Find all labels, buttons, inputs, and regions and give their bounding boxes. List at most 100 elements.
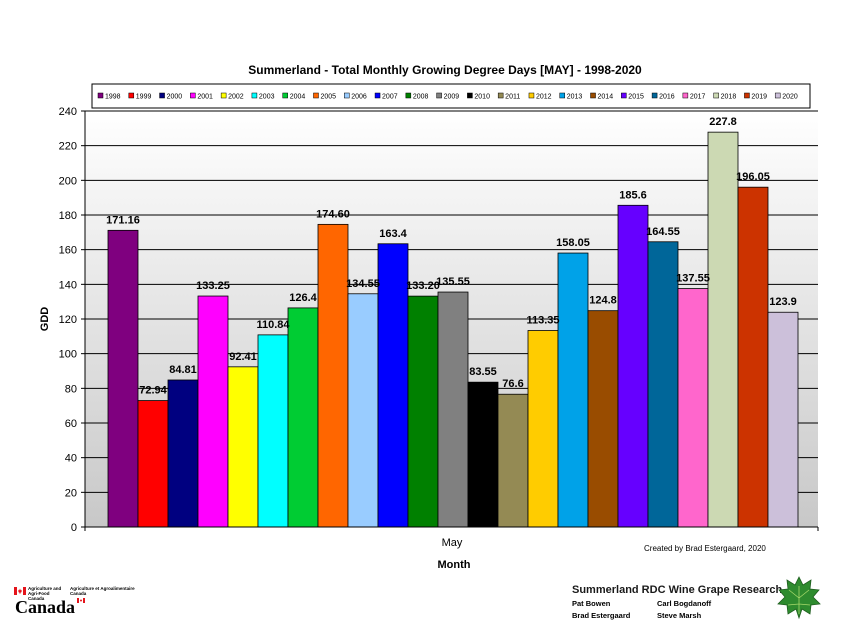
canada-wordmark: Canada bbox=[15, 597, 76, 617]
legend-entry: 2002 bbox=[228, 94, 244, 101]
data-label-2019: 196.05 bbox=[736, 171, 770, 183]
data-label-2011: 76.6 bbox=[502, 378, 523, 390]
data-label-2001: 133.25 bbox=[196, 280, 230, 292]
legend-entry: 2005 bbox=[320, 94, 336, 101]
data-label-2008: 133.20 bbox=[406, 280, 440, 292]
legend-swatch bbox=[344, 92, 350, 99]
y-tick-label: 180 bbox=[59, 210, 77, 222]
legend-entry: 2006 bbox=[351, 94, 367, 101]
legend-swatch bbox=[159, 92, 165, 99]
y-tick-label: 120 bbox=[59, 314, 77, 326]
legend-swatch bbox=[744, 92, 750, 99]
credit-text: Created by Brad Estergaard, 2020 bbox=[644, 544, 766, 553]
y-tick-labels: 0 20 40 60 80 100 120 140 160 180 200 220 240 bbox=[59, 106, 77, 534]
legend-swatch bbox=[651, 92, 658, 99]
bar-2005 bbox=[317, 223, 349, 528]
data-label-2004: 126.4 bbox=[289, 292, 317, 304]
bar-2002 bbox=[227, 366, 259, 528]
axes bbox=[84, 111, 819, 531]
legend-swatch bbox=[405, 92, 412, 99]
legend-swatch bbox=[128, 92, 135, 99]
aafc-french-name: Agriculture et Agroalimentaire Canada bbox=[70, 586, 135, 596]
legend-entry: 2016 bbox=[659, 94, 675, 101]
legend-entry: 2015 bbox=[628, 94, 644, 101]
data-label-2012: 113.35 bbox=[526, 315, 559, 327]
y-tick-label: 240 bbox=[59, 106, 77, 118]
bar-2000 bbox=[167, 379, 199, 528]
grape-leaf-icon bbox=[777, 576, 821, 620]
org-title: Summerland RDC Wine Grape Research bbox=[572, 584, 783, 596]
y-tick-label: 220 bbox=[59, 141, 77, 153]
bar-2014 bbox=[587, 310, 619, 528]
aafc-logo: Agriculture and Agri-Food Canada Agricul… bbox=[14, 585, 154, 625]
legend-entry: 2008 bbox=[413, 94, 429, 101]
legend-entry: 2018 bbox=[721, 94, 737, 101]
data-label-2000: 84.81 bbox=[169, 364, 197, 376]
researcher-name: Steve Marsh bbox=[657, 611, 702, 620]
aafc-english-name: Agriculture and Agri-Food Canada bbox=[28, 586, 62, 601]
canada-wordmark-flag-icon bbox=[77, 598, 85, 603]
bar-2003 bbox=[257, 334, 289, 528]
bar-2012 bbox=[527, 330, 559, 528]
legend-entry: 2011 bbox=[505, 94, 520, 101]
bar-2001 bbox=[197, 295, 229, 528]
bar-2011 bbox=[497, 393, 529, 528]
data-label-2009: 135.55 bbox=[436, 276, 470, 288]
data-label-2016: 164.55 bbox=[646, 226, 680, 238]
bar-2013 bbox=[557, 252, 589, 528]
researcher-name: Carl Bogdanoff bbox=[657, 599, 712, 608]
y-axis-label: GDD bbox=[39, 307, 51, 332]
legend-entry: 2004 bbox=[290, 94, 306, 101]
y-tick-label: 160 bbox=[59, 245, 77, 257]
legend: 1998 1999 2000 2001 2002 2003 2004 2005 2006 2007… bbox=[91, 83, 811, 109]
chart-title: Summerland - Total Monthly Growing Degre… bbox=[248, 63, 642, 77]
legend-swatch bbox=[374, 92, 381, 99]
legend-box bbox=[91, 83, 811, 109]
data-label-2005: 174.60 bbox=[316, 208, 350, 220]
data-label-2020: 123.9 bbox=[769, 296, 797, 308]
bar-2020 bbox=[767, 311, 799, 528]
legend-swatch bbox=[713, 92, 719, 99]
legend-entry: 2007 bbox=[382, 94, 398, 101]
y-tick-label: 60 bbox=[65, 418, 77, 430]
bar-2008 bbox=[407, 295, 439, 528]
data-label-2017: 137.55 bbox=[676, 273, 710, 285]
legend-swatch bbox=[436, 92, 442, 99]
bar-2019 bbox=[737, 186, 769, 528]
bar-2017 bbox=[677, 288, 709, 528]
data-label-2018: 227.8 bbox=[709, 116, 737, 128]
legend-swatch bbox=[220, 92, 227, 99]
legend-swatch bbox=[313, 92, 319, 99]
legend-entry: 1999 bbox=[136, 94, 152, 101]
data-label-2015: 185.6 bbox=[619, 189, 647, 201]
legend-swatch bbox=[559, 92, 565, 99]
y-tick-label: 40 bbox=[65, 453, 77, 465]
legend-entry: 2012 bbox=[536, 94, 552, 101]
data-label-2010: 83.55 bbox=[469, 366, 497, 378]
data-label-1999: 72.94 bbox=[139, 385, 167, 397]
data-label-1998: 171.16 bbox=[106, 214, 140, 226]
bar-1998 bbox=[107, 229, 139, 528]
y-tick-label: 140 bbox=[59, 279, 77, 291]
legend-entry: 2019 bbox=[751, 94, 767, 101]
data-label-2014: 124.8 bbox=[589, 295, 617, 307]
bar-2009 bbox=[437, 291, 469, 528]
legend-entry: 2013 bbox=[567, 94, 583, 101]
legend-swatch bbox=[282, 92, 288, 99]
bar-2010 bbox=[467, 381, 499, 528]
data-label-2013: 158.05 bbox=[556, 237, 590, 249]
legend-entry: 2017 bbox=[690, 94, 706, 101]
canada-flag-icon bbox=[14, 587, 26, 595]
y-tick-label: 20 bbox=[65, 487, 77, 499]
legend-entry: 2003 bbox=[259, 94, 275, 101]
bar-2016 bbox=[647, 241, 679, 528]
legend-swatch bbox=[774, 92, 781, 99]
legend-entry: 2010 bbox=[474, 94, 490, 101]
data-label-2002: 92.41 bbox=[229, 351, 257, 363]
bar-2018 bbox=[707, 131, 739, 528]
legend-swatch bbox=[621, 92, 627, 99]
y-tick-label: 200 bbox=[59, 175, 77, 187]
legend-swatch bbox=[190, 92, 196, 99]
legend-entry: 2001 bbox=[197, 94, 213, 101]
